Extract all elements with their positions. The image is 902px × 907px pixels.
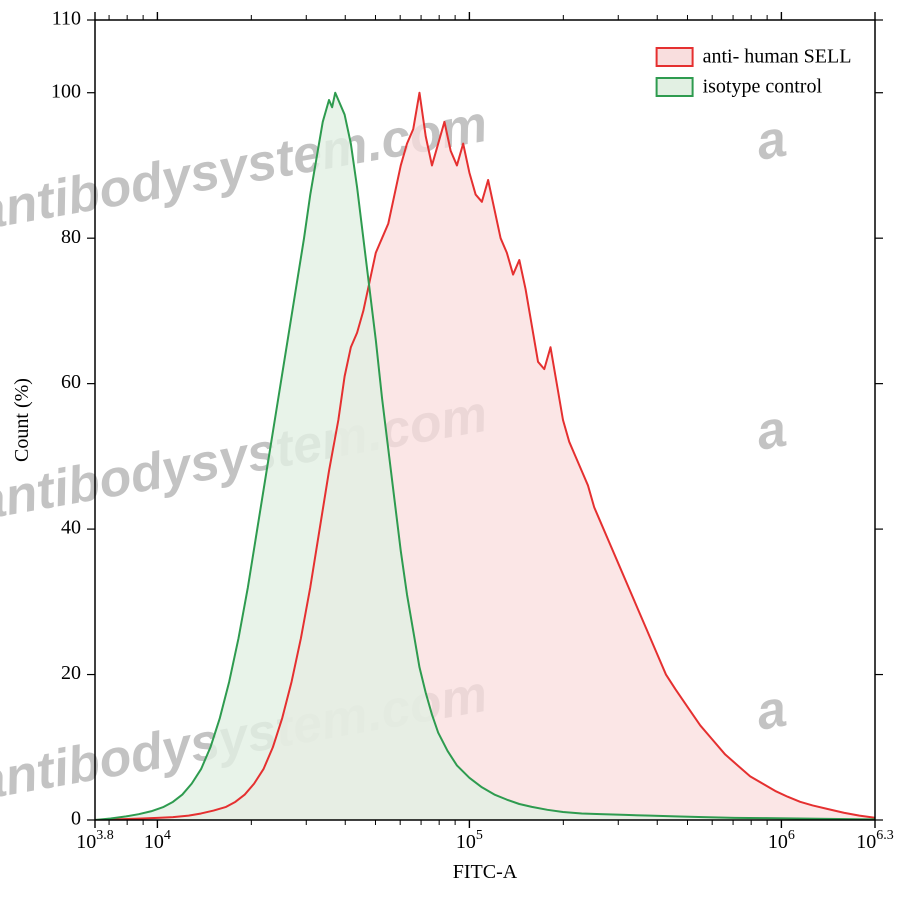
y-tick-label: 60	[61, 371, 81, 393]
legend-swatch	[657, 78, 693, 96]
legend-label: isotype control	[703, 75, 823, 97]
x-axis-label: FITC-A	[453, 861, 518, 883]
legend-swatch	[657, 48, 693, 66]
y-tick-label: 100	[51, 80, 81, 102]
y-tick-label: 40	[61, 517, 81, 539]
x-tick-label: 103.8	[76, 828, 114, 853]
y-tick-label: 110	[52, 8, 81, 30]
legend-label: anti- human SELL	[703, 45, 852, 67]
flow-cytometry-histogram: antibodysystem.comantibodysystem.comanti…	[0, 0, 902, 907]
watermark-text: a	[752, 400, 791, 462]
x-tick-label: 106	[768, 828, 795, 853]
legend: anti- human SELL isotype control	[657, 45, 852, 97]
x-tick-label: 106.3	[856, 828, 894, 853]
watermark-text: a	[752, 680, 791, 742]
y-tick-label: 0	[71, 808, 81, 830]
y-axis-label: Count (%)	[11, 378, 33, 462]
y-tick-label: 20	[61, 662, 81, 684]
y-tick-label: 80	[61, 226, 81, 248]
x-tick-label: 105	[456, 828, 483, 853]
watermark-text: a	[752, 110, 791, 172]
x-tick-label: 104	[144, 828, 171, 853]
